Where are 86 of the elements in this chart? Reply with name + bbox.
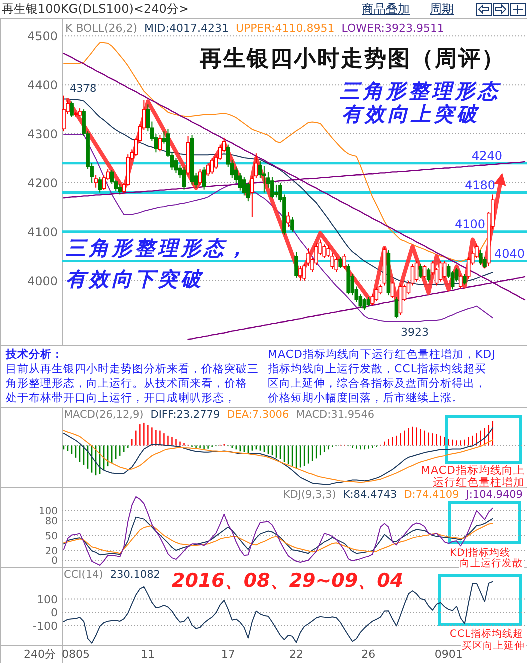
ref-line-label: 4100 [455, 217, 486, 232]
candlestick [334, 256, 338, 273]
y-tick-label: 50 [45, 531, 58, 542]
candlestick [202, 166, 206, 190]
candlestick [462, 274, 467, 286]
text: K:84.4743 [343, 489, 398, 501]
text: 周期 [430, 2, 454, 16]
y-tick-label: 4400 [27, 78, 58, 93]
candlestick [294, 252, 298, 278]
series-label: 230.1082 [110, 569, 160, 581]
y-tick-label: 80 [45, 516, 58, 528]
x-tick-label: 22 [290, 648, 304, 661]
x-tick-label: 17 [221, 648, 236, 661]
candlestick [290, 216, 294, 232]
y-tick-label: 4100 [27, 225, 58, 240]
ref-line-label: 4040 [494, 246, 525, 261]
candlestick [374, 287, 379, 302]
legend-title: CCI(14) [64, 569, 104, 581]
candlestick [158, 134, 162, 152]
annotation: 向上运行发散 [460, 558, 523, 570]
candlestick [458, 274, 463, 290]
x-tick-label: 26 [362, 648, 376, 661]
text: 再生银100KG(DLS100)<240分> [2, 2, 189, 16]
series-label: J:104.9409 [465, 489, 523, 501]
candlestick [390, 281, 395, 299]
candlestick [70, 101, 74, 118]
candlestick [274, 184, 278, 198]
candlestick [342, 254, 347, 270]
annotation: 有效向下突破 [66, 267, 204, 291]
candlestick [210, 158, 214, 175]
candlestick [94, 174, 98, 188]
candlestick [98, 176, 102, 194]
annotation: 4378 [70, 83, 97, 95]
text: 商品叠加 [362, 2, 410, 16]
y-tick-label: 0 [51, 606, 58, 620]
candlestick [426, 268, 431, 282]
text: D:74.4109 [404, 489, 460, 501]
candlestick [302, 264, 306, 282]
candlestick [338, 256, 342, 269]
candlestick [62, 95, 66, 132]
candlestick [394, 297, 399, 320]
candlestick [182, 166, 186, 190]
text: MID:4017.4231 [144, 22, 229, 35]
y-tick-label: 4200 [27, 176, 58, 190]
y-tick-label: 4000 [27, 274, 58, 288]
text: LOWER:3923.9511 [342, 22, 444, 35]
ref-line-label: 4180 [465, 178, 496, 192]
x-axis-title: 240分 [24, 648, 56, 661]
candlestick [198, 168, 202, 186]
x-tick-label: 0901 [434, 648, 463, 661]
y-tick-label: 100 [38, 506, 58, 518]
candlestick [206, 162, 210, 177]
annotation: CCL指标均线超 [450, 628, 524, 640]
annotation: 3923 [401, 326, 429, 339]
candlestick [442, 260, 447, 279]
annotation: 买区向上延伸 [462, 640, 525, 652]
y-tick-label: 4300 [27, 127, 58, 142]
x-tick-label: 0805 [62, 648, 90, 661]
candlestick [418, 264, 423, 279]
candlestick [422, 264, 427, 279]
ref-line-label: 4240 [472, 148, 503, 163]
annotation: 2016、08、29~09、04 [172, 570, 404, 592]
annotation: KDJ指标均线 [450, 547, 511, 559]
x-tick-label: 11 [141, 648, 156, 661]
y-tick-label: 100 [37, 593, 58, 606]
candlestick [262, 166, 266, 194]
text: 再生银四小时走势图（周评） [199, 46, 506, 72]
candlestick [286, 212, 290, 228]
y-tick-label: -100 [33, 620, 58, 634]
annotation: 有效向上突破 [342, 102, 480, 126]
candlestick [438, 260, 443, 282]
text: UPPER:4110.8951 [236, 22, 335, 35]
candlestick [118, 183, 122, 196]
y-tick-label: 20 [45, 546, 58, 558]
legend-title: KDJ(9,3,3) [283, 489, 336, 501]
candlestick [322, 244, 326, 259]
annotation: 三角形整理形态， [65, 236, 250, 260]
y-tick-label: 0 [52, 556, 58, 568]
candlestick [174, 158, 178, 174]
annotation: 三角形整理形态 [339, 79, 502, 103]
candlestick [414, 260, 419, 282]
candlestick [479, 250, 483, 266]
y-tick-label: 4500 [27, 30, 58, 44]
candlestick [298, 266, 302, 282]
candlestick [362, 298, 367, 311]
legend-title: K BOLL(26,2) [65, 22, 138, 35]
